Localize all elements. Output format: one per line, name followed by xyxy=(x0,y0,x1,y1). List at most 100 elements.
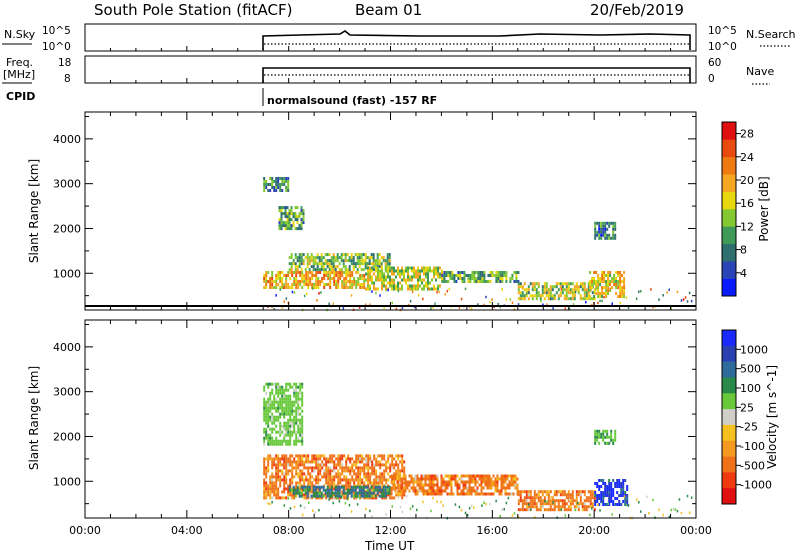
velocity-region xyxy=(263,382,304,446)
x-tick-label: 08:00 xyxy=(273,524,305,537)
date-label: 20/Feb/2019 xyxy=(590,1,684,19)
velocity-ytick-label: 1000 xyxy=(53,475,81,488)
x-tick-label: 12:00 xyxy=(375,524,407,537)
nsearch-tick-bottom: 10^0 xyxy=(708,41,737,53)
strip-xticks xyxy=(84,46,697,51)
power-colorbar-cell xyxy=(722,278,736,297)
power-colorbar-tick: 4 xyxy=(740,267,747,280)
cpid-panel: CPID normalsound (fast) -157 RF xyxy=(6,88,437,107)
power-colorbar-tick: 20 xyxy=(740,174,754,187)
freq-label-1: Freq. xyxy=(6,56,33,69)
station-title: South Pole Station (fitACF) xyxy=(94,1,292,19)
velocity-ytick-label: 2000 xyxy=(53,430,81,443)
x-tick-label: 04:00 xyxy=(171,524,203,537)
strip-xticks xyxy=(84,78,697,83)
nsky-tick-top: 10^5 xyxy=(42,25,71,37)
velocity-panel: 1000 2000 3000 4000 00:00 04:00 08:00 12:00 16:… xyxy=(27,319,712,553)
velocity-colorbar-cell xyxy=(722,424,736,442)
power-colorbar-cell xyxy=(722,156,736,175)
power-region xyxy=(517,282,596,301)
power-colorbar-cell xyxy=(722,209,736,227)
velocity-colorbar-cell xyxy=(722,472,736,489)
velocity-region xyxy=(594,479,629,506)
velocity-region xyxy=(517,490,596,512)
power-colorbar-tick: 8 xyxy=(740,244,747,257)
power-region xyxy=(263,271,366,289)
power-colorbar-label: Power [dB] xyxy=(757,176,771,241)
nsearch-label: N.Search xyxy=(746,28,796,41)
velocity-colorbar-tick: -500 xyxy=(740,459,765,472)
power-colorbar-tick: 16 xyxy=(740,197,754,210)
nsky-panel: N.Sky 10^5 10^0 10^5 10^0 N.Search xyxy=(2,23,796,53)
power-colorbar-cell xyxy=(722,226,736,245)
cpid-label: CPID xyxy=(6,90,35,103)
power-colorbar-cell xyxy=(722,174,736,192)
x-tick-label: 16:00 xyxy=(476,524,508,537)
power-colorbar-cell xyxy=(722,191,736,210)
power-colorbar-tick: 12 xyxy=(740,220,754,233)
velocity-colorbar-tick: 1000 xyxy=(740,343,768,356)
velocity-colorbar-cell xyxy=(722,488,736,505)
nsearch-tick-top: 10^5 xyxy=(708,25,737,37)
power-region xyxy=(594,221,617,240)
freq-tick-bottom: 8 xyxy=(64,73,71,85)
velocity-colorbar-tick: -25 xyxy=(740,421,758,434)
x-tick-label: 00:00 xyxy=(69,524,101,537)
velocity-colorbar-cell xyxy=(722,345,736,362)
velocity-colorbar-cell xyxy=(722,377,736,394)
nave-tick-bottom: 0 xyxy=(708,73,715,85)
velocity-colorbar-tick: -1000 xyxy=(740,479,772,492)
velocity-colorbar-cell xyxy=(722,330,736,347)
velocity-colorbar-tick: -100 xyxy=(740,440,765,453)
power-region xyxy=(441,271,520,283)
x-tick-label: 20:00 xyxy=(578,524,610,537)
freq-label-2: [MHz] xyxy=(3,68,35,81)
velocity-region xyxy=(594,429,617,445)
velocity-colorbar-tick: 25 xyxy=(740,401,754,414)
velocity-colorbar-tick: 500 xyxy=(740,363,761,376)
nave-label: Nave xyxy=(746,65,774,78)
power-region xyxy=(278,206,305,231)
velocity-colorbar-cell xyxy=(722,440,736,457)
velocity-colorbar-cell xyxy=(722,456,736,473)
power-data xyxy=(263,177,693,312)
power-region xyxy=(288,253,391,272)
power-colorbar-cell xyxy=(722,261,736,279)
power-ytick-label: 2000 xyxy=(53,222,81,235)
beam-label: Beam 01 xyxy=(355,1,422,19)
velocity-colorbar: 1000 500 100 25 -25 -100 -500 -1000 Velocity [m… xyxy=(721,329,779,505)
power-region xyxy=(263,177,290,192)
x-tick-label: 00:00 xyxy=(680,524,712,537)
velocity-ytick-label: 4000 xyxy=(53,341,81,354)
power-colorbar-cell xyxy=(722,243,736,262)
power-region xyxy=(365,266,443,291)
velocity-region xyxy=(390,474,519,496)
power-ytick-label: 3000 xyxy=(53,178,81,191)
power-colorbar-cell xyxy=(722,122,736,140)
velocity-data xyxy=(263,382,693,520)
freq-tick-top: 18 xyxy=(58,57,71,69)
velocity-ylabel: Slant Range [km] xyxy=(27,366,41,470)
power-region xyxy=(589,271,626,298)
power-ytick-label: 1000 xyxy=(53,267,81,280)
power-ytick-label: 4000 xyxy=(53,133,81,146)
power-colorbar-tick: 28 xyxy=(740,128,754,141)
velocity-colorbar-cell xyxy=(722,361,736,378)
velocity-colorbar-tick: 100 xyxy=(740,382,761,395)
nsky-label: N.Sky xyxy=(4,28,36,41)
velocity-colorbar-cell xyxy=(722,393,736,410)
nsky-trace xyxy=(262,30,691,50)
nsky-tick-bottom: 10^0 xyxy=(42,41,71,53)
cpid-text: normalsound (fast) -157 RF xyxy=(267,94,437,107)
velocity-region xyxy=(288,485,391,498)
velocity-colorbar-cell xyxy=(722,409,736,426)
power-colorbar: 4 8 12 16 20 24 28 Power [dB] xyxy=(721,121,771,297)
freq-trace xyxy=(262,67,691,83)
nave-tick-top: 60 xyxy=(708,57,721,69)
power-colorbar-tick: 24 xyxy=(740,151,754,164)
power-colorbar-cell xyxy=(722,139,736,158)
velocity-ytick-label: 3000 xyxy=(53,386,81,399)
x-axis-label: Time UT xyxy=(364,539,415,553)
power-panel: 1000 2000 3000 4000 Slant Range [km] xyxy=(27,111,697,312)
